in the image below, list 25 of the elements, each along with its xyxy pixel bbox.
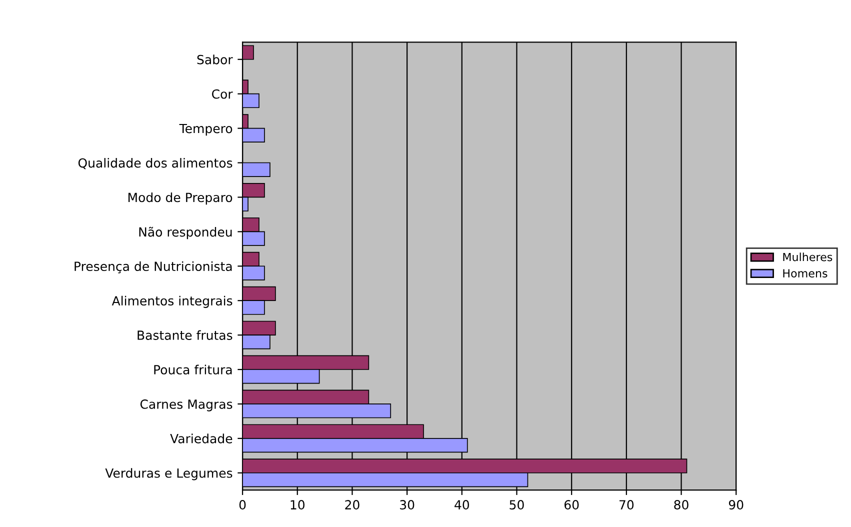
y-tick-label: Bastante frutas [138,330,232,340]
y-tick-label: Não respondeu [139,226,232,240]
legend-label: Mulheres [783,252,832,262]
y-tick-label: Tempero [179,124,232,136]
x-tick-label: 10 [290,500,304,510]
x-tick-label: 70 [620,500,634,510]
y-tick-label: Modo de Preparo [128,192,232,205]
x-tick-label: 20 [345,500,360,510]
x-tick-label: 80 [674,500,688,510]
y-tick-label: Presença de Nutricionista [74,261,232,274]
x-tick-label: 0 [239,500,246,510]
y-tick-label: Variedade [170,434,232,444]
x-tick-label: 30 [400,500,414,510]
y-tick-label: Sabor [197,54,233,64]
x-tick-label: 60 [564,500,579,510]
x-tick-label: 40 [454,500,470,510]
y-tick-label: Qualidade dos alimentos [78,158,232,170]
x-tick-label: 90 [728,500,744,510]
y-tick-label: Cor [212,89,233,99]
legend-label: Homens [783,269,828,278]
y-tick-label: Verduras e Legumes [105,468,232,480]
y-tick-label: Alimentos integrais [112,296,232,308]
x-tick-label: 50 [510,500,524,510]
y-tick-label: Carnes Magras [140,399,232,412]
y-tick-label: Pouca fritura [154,364,232,374]
